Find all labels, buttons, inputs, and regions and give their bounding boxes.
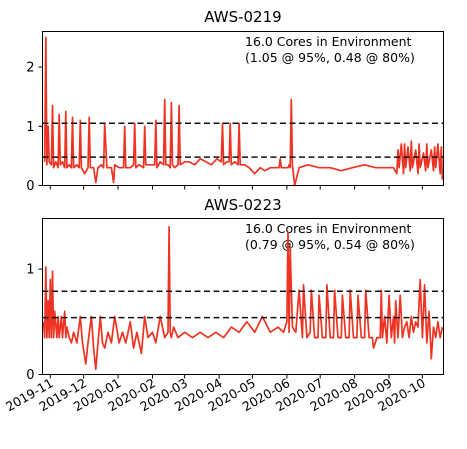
annotation-line-1: 16.0 Cores in Environment: [245, 221, 412, 236]
y-tick-label: 0: [26, 368, 34, 383]
chart-title: AWS-0223: [204, 196, 281, 214]
annotation-line-2: (0.79 @ 95%, 0.54 @ 80%): [245, 237, 415, 252]
annotation-line-1: 16.0 Cores in Environment: [245, 34, 412, 49]
series-line: [42, 226, 444, 371]
plot-frame: [42, 218, 444, 375]
chart-title: AWS-0219: [204, 8, 281, 26]
y-tick-label: 1: [26, 120, 34, 135]
annotation-line-2: (1.05 @ 95%, 0.48 @ 80%): [245, 50, 415, 65]
y-tick-label: 2: [26, 61, 34, 76]
chart-panel-aws-0223: AWS-0223 16.0 Cores in Environment (0.79…: [3, 196, 444, 414]
y-tick-label: 0: [26, 179, 34, 194]
plot-frame: [42, 31, 444, 186]
plot-marks: 012019-112019-122020-012020-022020-03202…: [3, 226, 444, 414]
chart-panel-aws-0219: AWS-0219 16.0 Cores in Environment (1.05…: [26, 8, 444, 194]
plot-marks: 0 1 2: [26, 36, 444, 194]
y-tick-label: 1: [26, 263, 34, 278]
series-line: [43, 36, 444, 187]
